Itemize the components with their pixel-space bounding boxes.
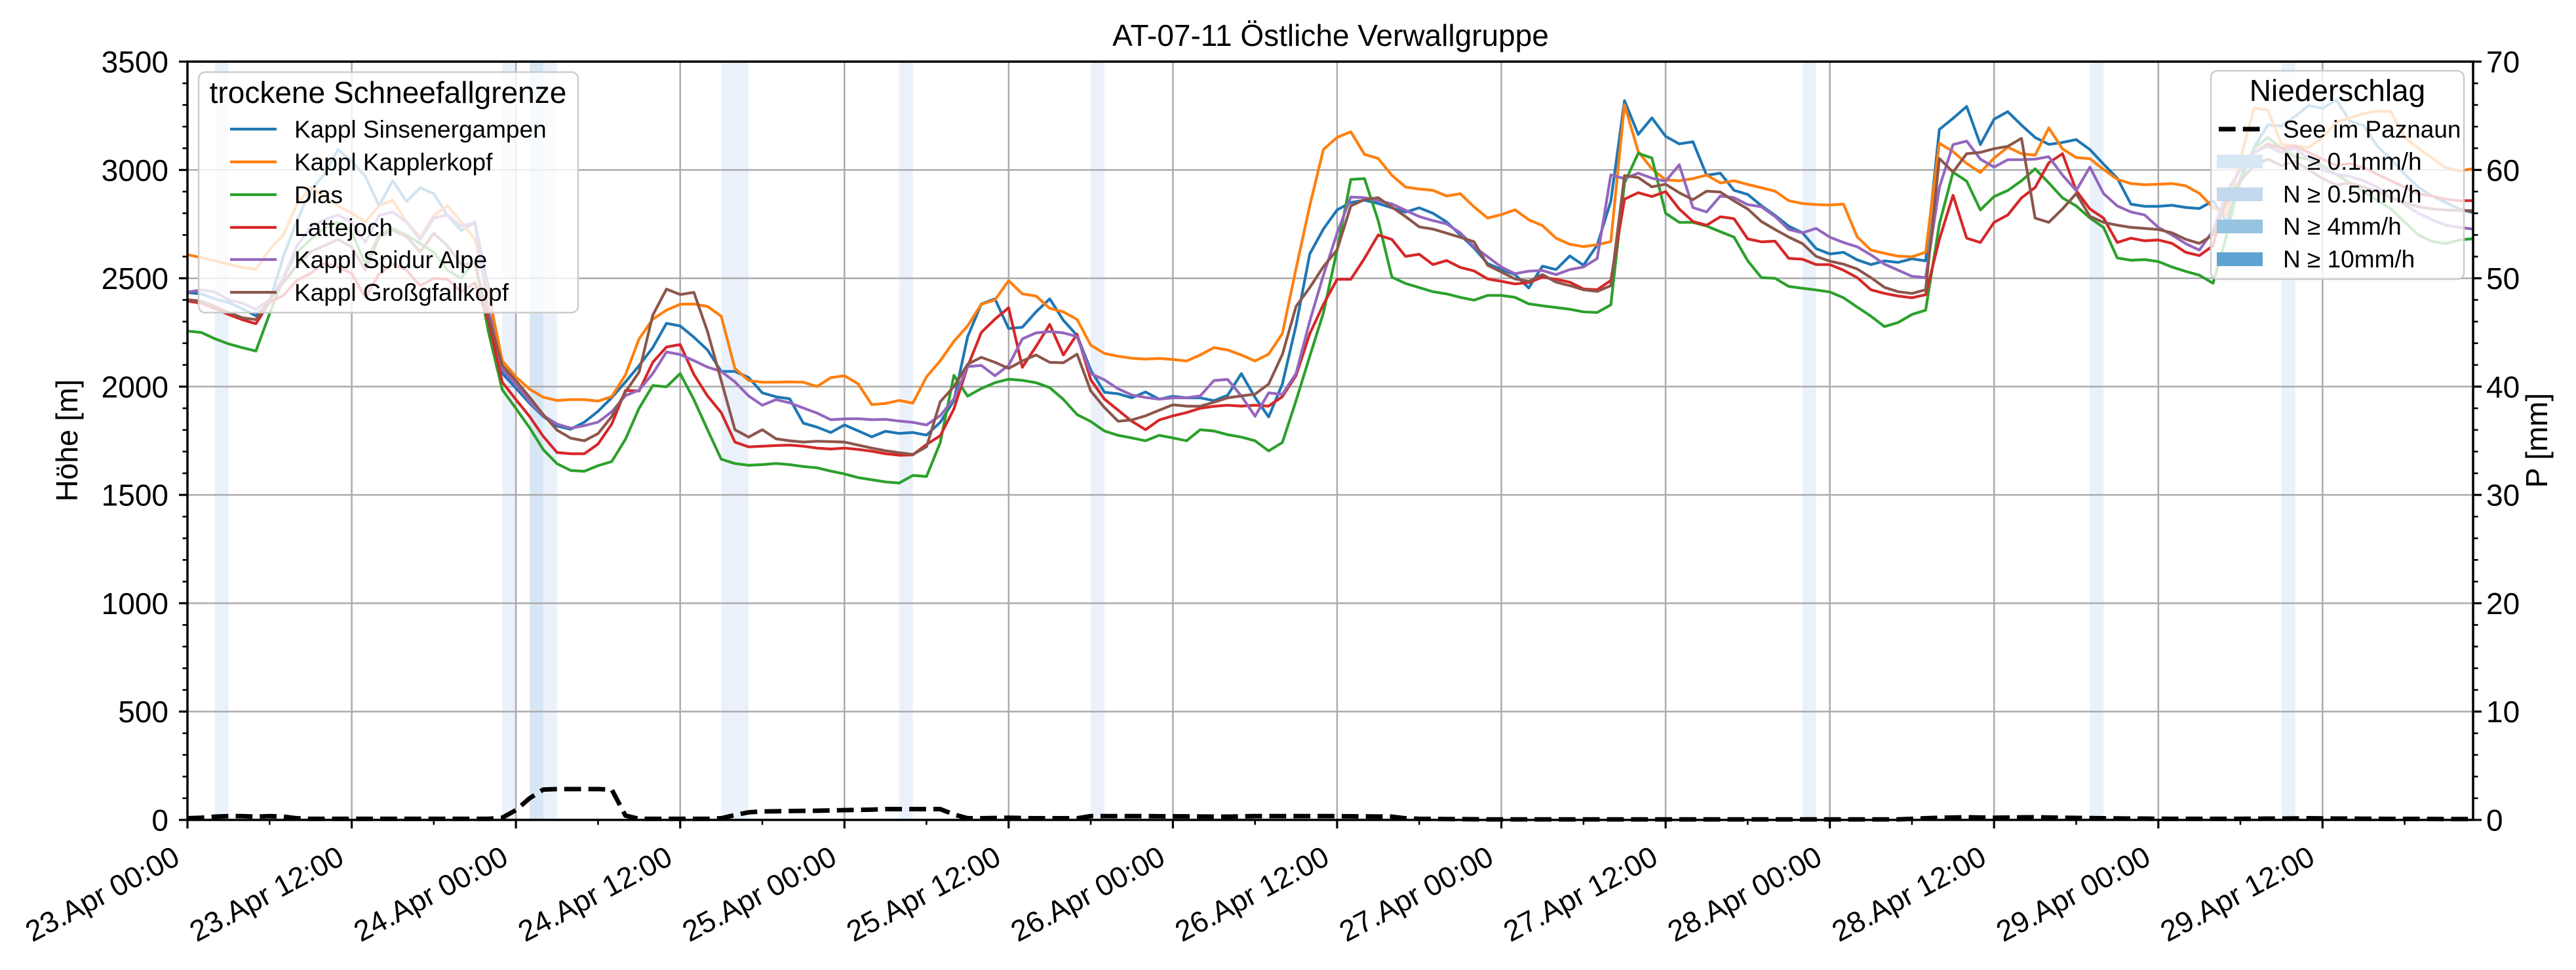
svg-text:2000: 2000 <box>102 370 168 404</box>
svg-text:Kappl Kapplerkopf: Kappl Kapplerkopf <box>294 149 493 176</box>
svg-text:0: 0 <box>151 804 168 838</box>
svg-text:Niederschlag: Niederschlag <box>2250 73 2425 107</box>
svg-text:trockene Schneefallgrenze: trockene Schneefallgrenze <box>210 75 567 109</box>
svg-text:2500: 2500 <box>102 262 168 296</box>
svg-text:3000: 3000 <box>102 153 168 187</box>
svg-text:0: 0 <box>2486 804 2503 838</box>
svg-text:P [mm]: P [mm] <box>2520 393 2554 488</box>
svg-text:50: 50 <box>2486 262 2520 296</box>
svg-text:30: 30 <box>2486 478 2520 513</box>
svg-text:60: 60 <box>2486 153 2520 187</box>
svg-text:N ≥ 0.1mm/h: N ≥ 0.1mm/h <box>2283 148 2422 175</box>
svg-text:10: 10 <box>2486 695 2520 729</box>
svg-text:Höhe [m]: Höhe [m] <box>50 379 84 502</box>
svg-text:Kappl Spidur Alpe: Kappl Spidur Alpe <box>294 246 487 273</box>
svg-text:Kappl Sinsenergampen: Kappl Sinsenergampen <box>294 116 547 143</box>
svg-text:N ≥ 4mm/h: N ≥ 4mm/h <box>2283 213 2402 240</box>
svg-text:See im Paznaun: See im Paznaun <box>2283 116 2461 143</box>
svg-text:Lattejoch: Lattejoch <box>294 214 393 241</box>
svg-text:500: 500 <box>118 695 168 729</box>
svg-text:1500: 1500 <box>102 478 168 513</box>
svg-text:N ≥ 0.5mm/h: N ≥ 0.5mm/h <box>2283 181 2422 208</box>
svg-text:1000: 1000 <box>102 587 168 621</box>
svg-text:N ≥ 10mm/h: N ≥ 10mm/h <box>2283 246 2415 273</box>
svg-text:Dias: Dias <box>294 182 343 208</box>
svg-text:3500: 3500 <box>102 45 168 79</box>
svg-text:Kappl Großgfallkopf: Kappl Großgfallkopf <box>294 279 509 306</box>
svg-text:40: 40 <box>2486 370 2520 404</box>
svg-text:20: 20 <box>2486 587 2520 621</box>
svg-text:AT-07-11 Östliche Verwallgrupp: AT-07-11 Östliche Verwallgruppe <box>1112 18 1549 52</box>
svg-text:70: 70 <box>2486 45 2520 79</box>
